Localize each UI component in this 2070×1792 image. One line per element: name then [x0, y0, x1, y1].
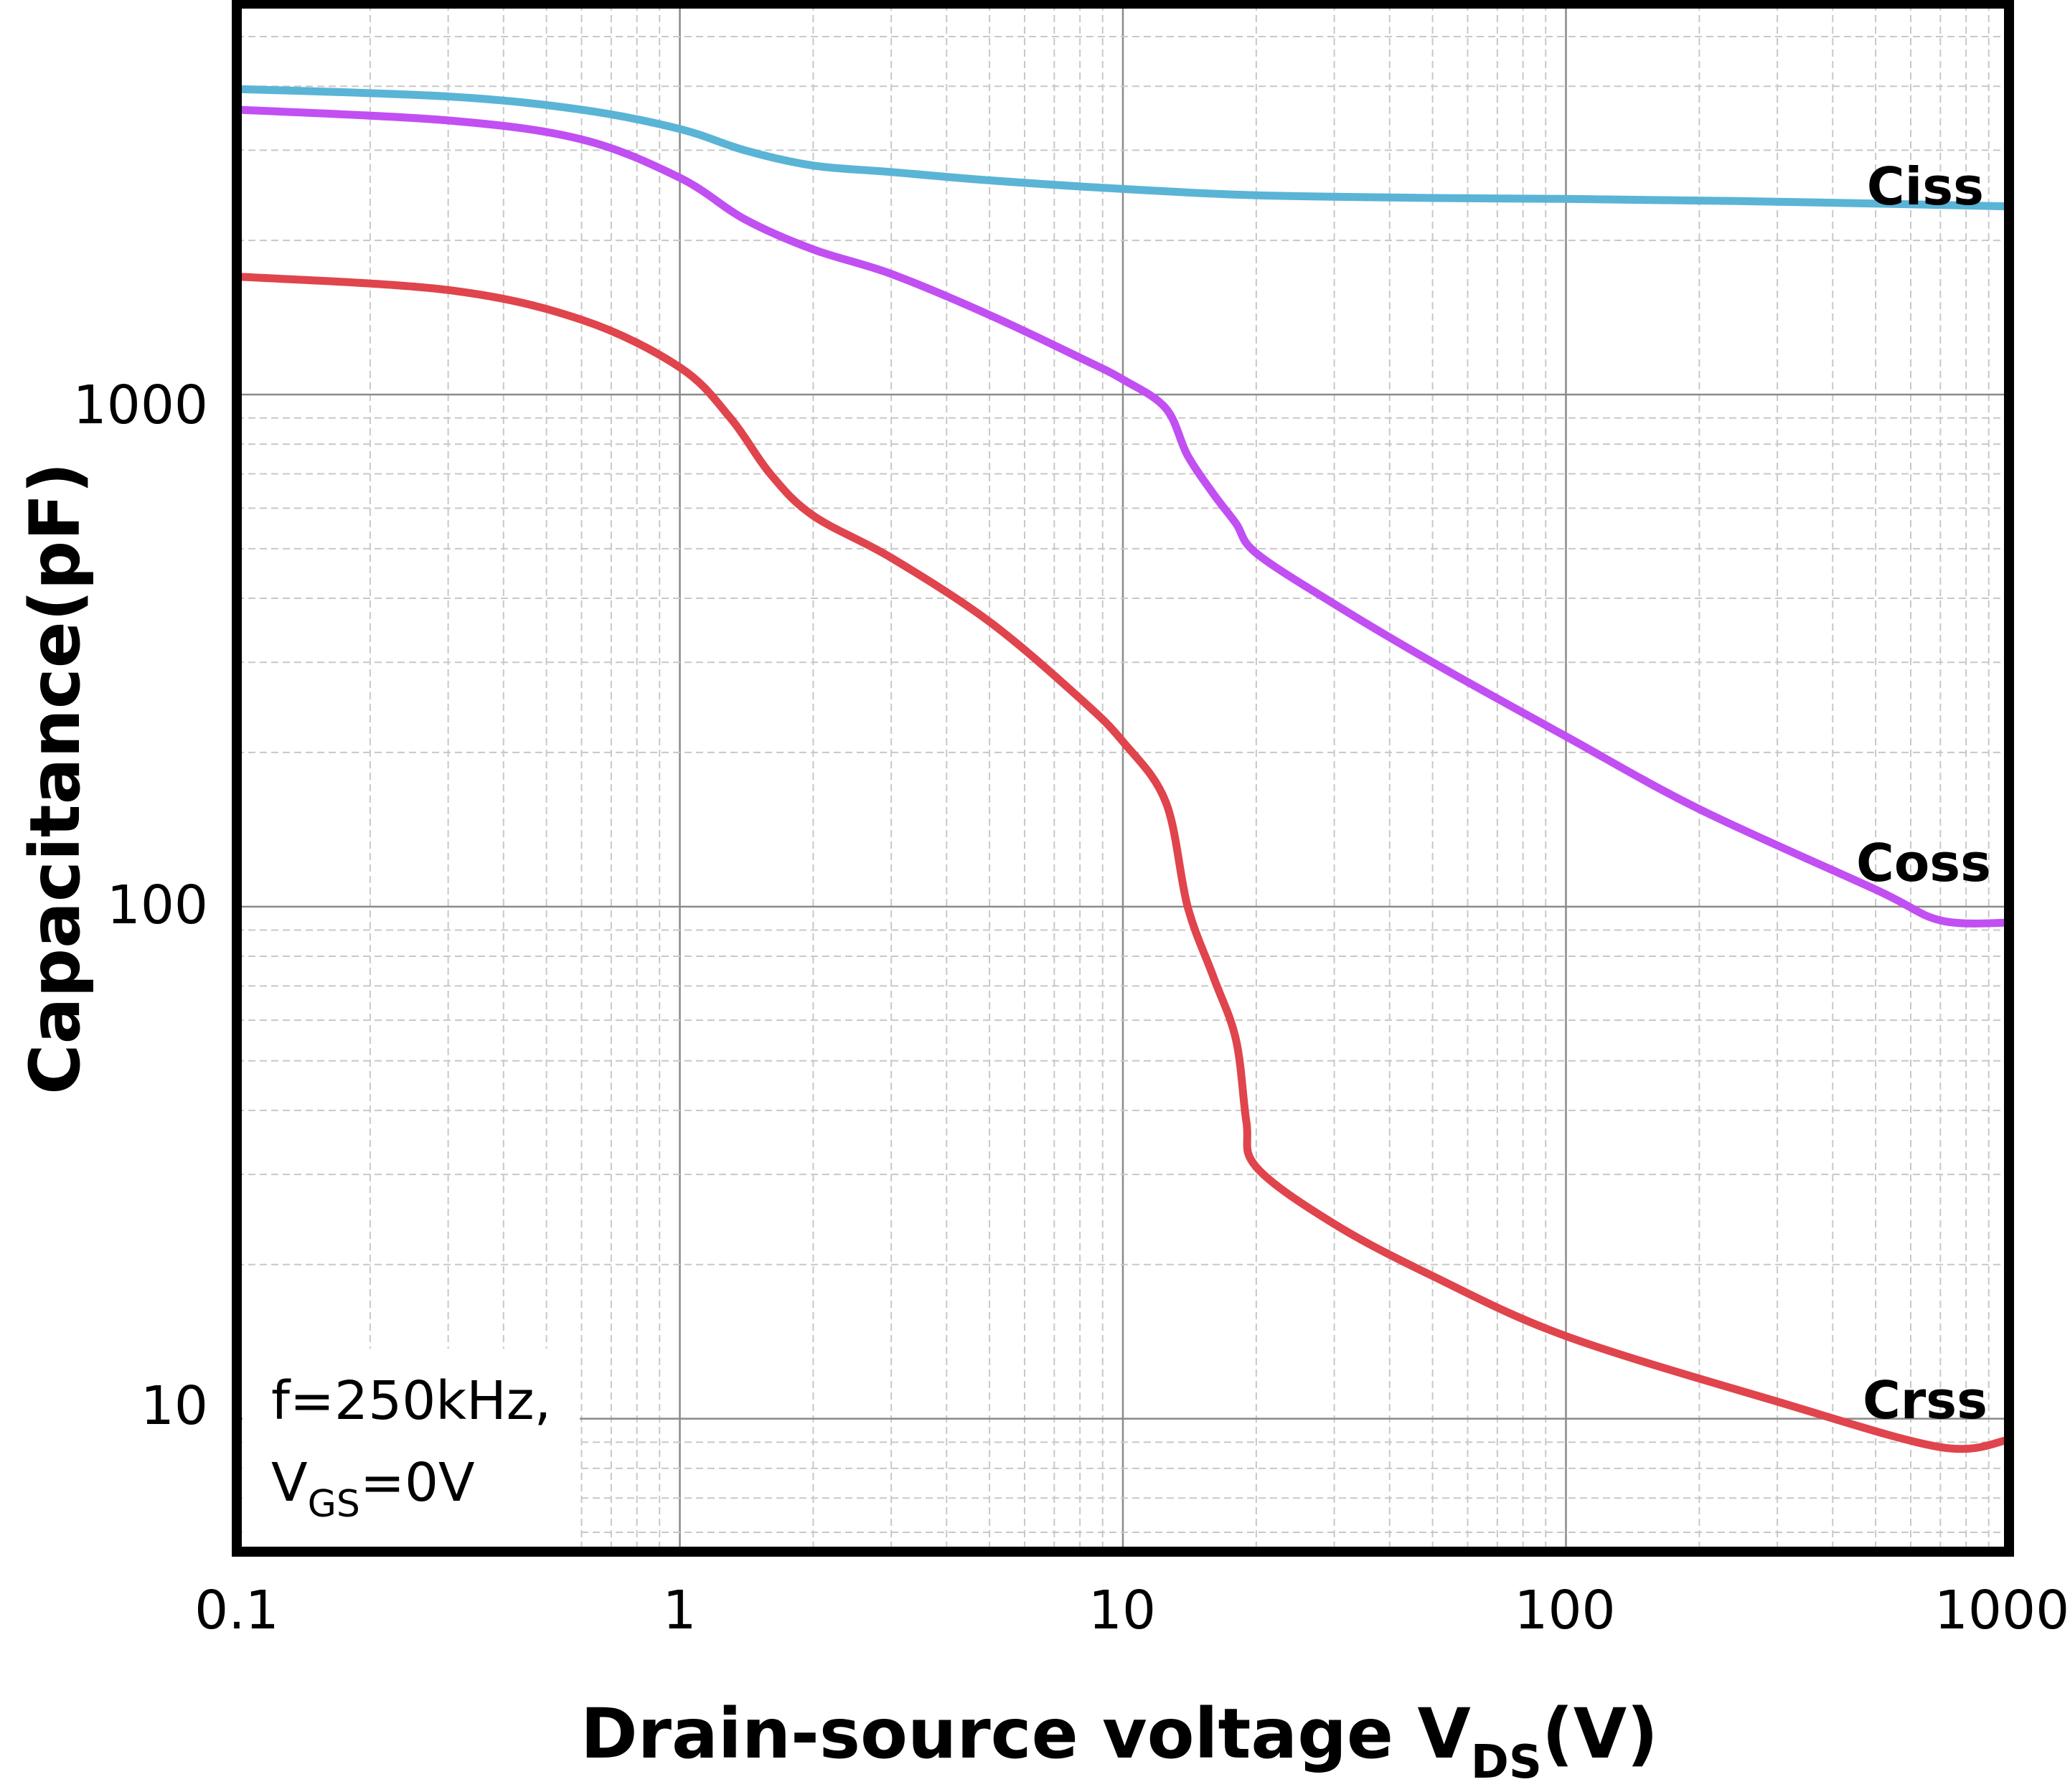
annotation-frequency: f=250kHz,	[271, 1370, 551, 1432]
x-axis-title-main: Drain-source voltage V	[580, 1694, 1471, 1774]
legend-label-crss: Crss	[1863, 1370, 1987, 1430]
x-axis-title-sub: DS	[1471, 1736, 1542, 1789]
x-tick-label: 100	[1514, 1580, 1615, 1641]
series-line-crss	[232, 273, 2013, 1453]
annotation-vgs-main: V	[271, 1452, 308, 1514]
x-tick-label: 1	[662, 1580, 696, 1641]
y-axis-title: Capacitance(pF)	[15, 462, 95, 1095]
series-layer	[232, 85, 2013, 1453]
y-tick-label: 10	[141, 1375, 208, 1437]
y-tick-label: 1000	[73, 374, 208, 436]
annotation-vgs-suffix: =0V	[360, 1452, 475, 1514]
y-tick-labels: 10 100 1000	[73, 374, 208, 1437]
annotation-vgs-sub: GS	[308, 1483, 360, 1526]
y-tick-label: 100	[107, 874, 208, 936]
plot-frame	[232, 0, 2014, 1557]
x-tick-label: 0.1	[194, 1580, 279, 1641]
x-tick-label: 1000	[1934, 1580, 2069, 1641]
grid	[235, 4, 2009, 1552]
series-line-coss	[232, 105, 2013, 928]
series-line-ciss	[232, 85, 2013, 211]
legend-label-coss: Coss	[1856, 833, 1991, 893]
annotation-box	[243, 1349, 580, 1547]
annotation-vgs: VGS=0V	[271, 1452, 475, 1526]
legend-label-ciss: Ciss	[1867, 156, 1984, 217]
x-tick-labels: 0.1 1 10 100 1000	[194, 1580, 2069, 1641]
x-tick-label: 10	[1088, 1580, 1156, 1641]
x-axis-title: Drain-source voltage VDS(V)	[580, 1694, 1658, 1789]
x-axis-title-suffix: (V)	[1542, 1694, 1658, 1774]
